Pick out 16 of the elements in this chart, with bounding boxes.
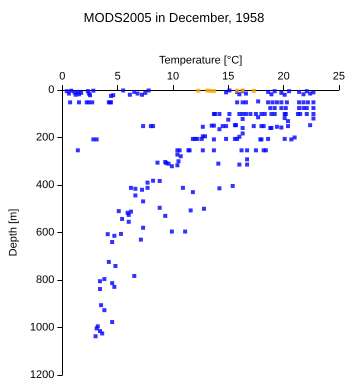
- y-tick-label: 200: [36, 132, 54, 144]
- y-tick-label: 1200: [30, 369, 54, 381]
- y-tick-label: 400: [36, 179, 54, 191]
- x-axis-title: Temperature [°C]: [158, 54, 242, 67]
- y-tick-label: 1000: [30, 322, 54, 334]
- y-axis-title: Depth [m]: [8, 208, 20, 256]
- x-tick-label: 15: [222, 70, 234, 82]
- x-tick-label: 5: [114, 70, 121, 82]
- x-tick-label: 0: [59, 70, 66, 82]
- y-tick-label: 600: [36, 226, 54, 238]
- chart-title: MODS2005 in December, 1958: [84, 10, 264, 25]
- x-tick-label: 20: [277, 70, 290, 82]
- x-tick-label: 25: [332, 70, 346, 82]
- x-tick-label: 10: [166, 70, 180, 82]
- y-tick-label: 800: [36, 274, 54, 286]
- y-tick-label: 0: [48, 84, 54, 96]
